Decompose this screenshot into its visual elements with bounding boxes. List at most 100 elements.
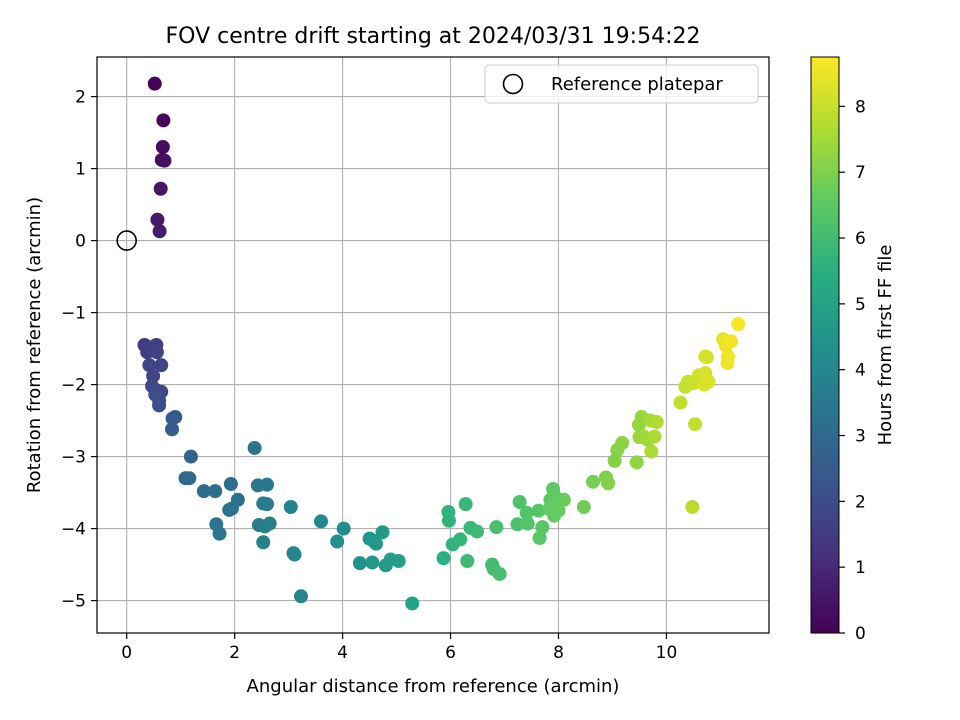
data-point (556, 492, 571, 507)
data-point (673, 395, 688, 410)
y-tick-label: 1 (75, 160, 86, 180)
data-point (314, 514, 328, 529)
colorbar-tick-label: 5 (855, 295, 866, 315)
data-point (685, 500, 700, 514)
data-point (224, 501, 239, 516)
data-point (649, 415, 664, 430)
data-point (535, 520, 550, 535)
y-axis-label: Rotation from reference (arcmin) (24, 197, 45, 493)
data-point (168, 410, 183, 424)
data-point (369, 536, 384, 551)
x-tick-label: 10 (656, 643, 678, 663)
y-tick-label: −5 (61, 592, 86, 612)
data-point (147, 76, 162, 91)
data-point (212, 526, 227, 541)
data-point (576, 500, 591, 514)
data-point (699, 350, 714, 365)
plot-area: 0 2 4 6 8 10 −5 −4 −3 −2 −1 0 1 2 (61, 56, 770, 663)
colorbar-tick-label: 4 (855, 361, 866, 381)
data-point (262, 516, 277, 531)
data-point (157, 153, 172, 168)
data-point (283, 500, 298, 514)
data-point (510, 517, 525, 532)
x-tick-label: 0 (121, 643, 132, 663)
data-point (336, 521, 351, 536)
y-tick-label: −2 (61, 376, 86, 396)
y-tick-label: 2 (75, 88, 86, 108)
data-point (152, 224, 167, 239)
data-point (149, 345, 164, 360)
data-point (458, 497, 473, 512)
data-point (724, 334, 739, 349)
data-point (165, 422, 180, 437)
x-axis-label: Angular distance from reference (arcmin) (247, 676, 620, 697)
data-point (352, 556, 367, 571)
data-point (208, 484, 223, 499)
colorbar-tick-label: 0 (855, 624, 866, 644)
data-point (196, 484, 211, 499)
data-point (375, 525, 390, 540)
data-point (647, 429, 662, 444)
data-point (441, 513, 456, 528)
colorbar-tick-label: 7 (855, 163, 866, 183)
x-tick-label: 6 (445, 643, 456, 663)
data-point (551, 503, 566, 518)
colorbar-tick-label: 2 (855, 492, 866, 512)
colorbar-gradient (810, 56, 840, 634)
x-tick-label: 2 (229, 643, 240, 663)
data-point (492, 566, 507, 581)
data-point (469, 524, 484, 539)
data-point (436, 551, 451, 566)
legend-entry-reference-platepar: Reference platepar (551, 74, 723, 95)
y-tick-label: −1 (61, 304, 86, 324)
data-point (512, 494, 527, 509)
plot-frame (96, 56, 770, 634)
data-point (365, 555, 380, 570)
x-tick-label: 8 (553, 643, 564, 663)
data-point (287, 547, 302, 562)
legend: Reference platepar (484, 64, 759, 104)
data-point (615, 435, 630, 450)
x-tick-label: 4 (337, 643, 348, 663)
data-point (150, 212, 165, 227)
y-tick-label: −3 (61, 448, 86, 468)
data-point (601, 476, 616, 491)
colorbar-tick-label: 6 (855, 229, 866, 249)
y-tick-label: −4 (61, 520, 86, 540)
data-point (489, 520, 504, 535)
y-tick-label: 0 (75, 232, 86, 252)
data-point (154, 358, 169, 373)
data-point (330, 534, 345, 549)
data-point (460, 554, 475, 568)
data-point (260, 477, 275, 492)
data-point (256, 535, 271, 550)
data-point (688, 417, 703, 432)
data-point (223, 476, 238, 491)
chart-title: FOV centre drift starting at 2024/03/31 … (166, 24, 701, 49)
data-point (644, 444, 659, 459)
data-point (519, 505, 534, 520)
data-point (260, 497, 275, 512)
reference-platepar-marker (116, 230, 137, 251)
data-point (607, 453, 622, 468)
data-point (520, 516, 535, 531)
colorbar: 0 1 2 3 4 5 6 7 8 Hours from first FF file (810, 56, 896, 644)
colorbar-tick-label: 8 (855, 97, 866, 117)
data-point (531, 503, 546, 518)
data-point (156, 113, 171, 128)
data-point (294, 589, 309, 604)
data-point (182, 471, 197, 486)
data-point (183, 449, 198, 464)
data-point (532, 530, 547, 545)
data-point (153, 181, 168, 196)
colorbar-label: Hours from first FF file (875, 245, 896, 446)
legend-marker-reference (502, 73, 524, 95)
data-point (391, 554, 406, 568)
data-point (697, 377, 712, 392)
data-point (142, 358, 157, 373)
data-point (152, 398, 167, 413)
data-point (629, 455, 644, 470)
data-point (247, 440, 262, 455)
data-point (155, 140, 170, 154)
